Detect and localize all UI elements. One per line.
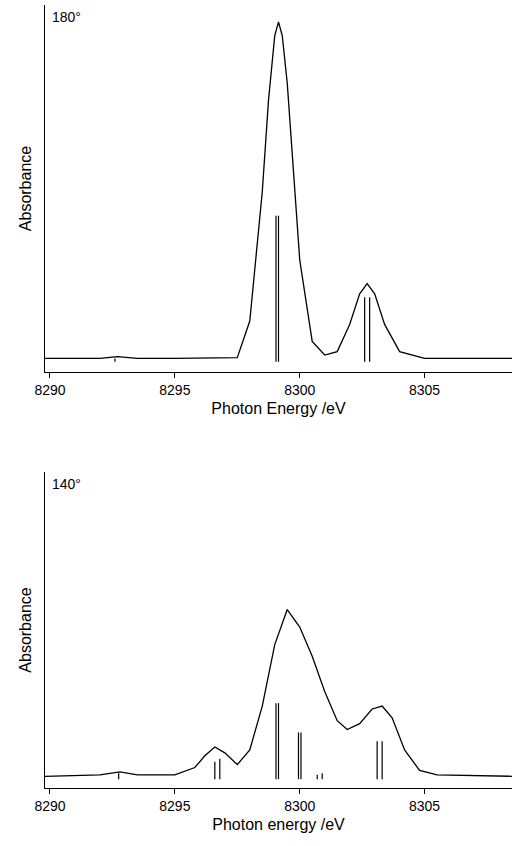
svg-text:8305: 8305 — [409, 798, 440, 814]
svg-text:8300: 8300 — [284, 798, 315, 814]
svg-text:180°: 180° — [52, 9, 81, 25]
svg-text:8295: 8295 — [159, 382, 190, 398]
svg-text:Absorbance: Absorbance — [17, 146, 34, 231]
svg-text:8290: 8290 — [34, 382, 65, 398]
svg-text:8305: 8305 — [409, 382, 440, 398]
svg-text:Photon Energy /eV: Photon Energy /eV — [211, 400, 346, 417]
svg-text:8295: 8295 — [159, 798, 190, 814]
svg-text:Photon energy /eV: Photon energy /eV — [212, 816, 345, 833]
svg-text:8300: 8300 — [284, 382, 315, 398]
svg-text:140°: 140° — [52, 476, 81, 492]
svg-text:8290: 8290 — [34, 798, 65, 814]
svg-text:Absorbance: Absorbance — [17, 587, 34, 672]
